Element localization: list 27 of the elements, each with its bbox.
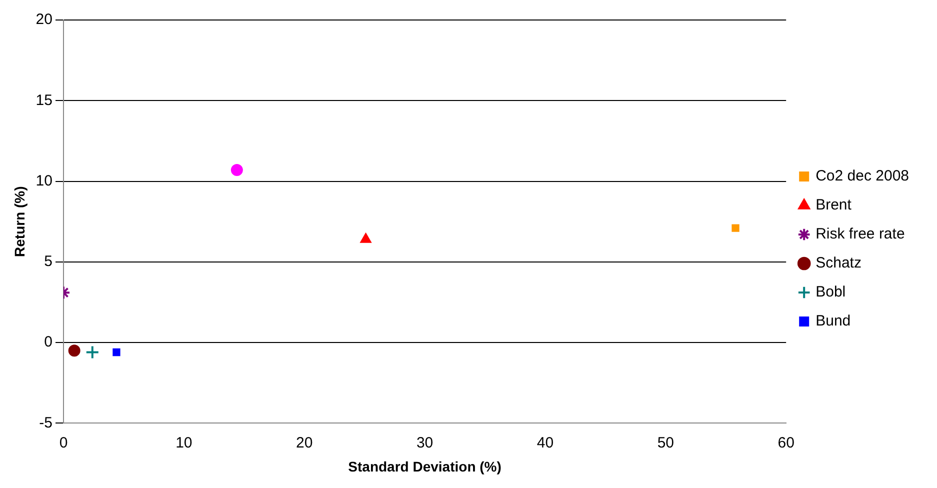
legend-label: Brent — [816, 196, 852, 214]
x-tick-label: 30 — [416, 434, 434, 452]
y-tick-label: 5 — [44, 253, 52, 270]
legend-label: Co2 dec 2008 — [816, 168, 909, 185]
point — [230, 164, 243, 176]
y-axis-title: Return (%) — [11, 186, 28, 257]
x-tick-label: 50 — [657, 434, 674, 452]
x-axis-title: Standard Deviation (%) — [348, 458, 502, 474]
legend-label: Schatz — [816, 254, 862, 272]
point — [68, 344, 80, 357]
y-tick-label: 15 — [36, 92, 52, 109]
legend-label: Risk free rate — [816, 226, 905, 243]
y-tick-label: 20 — [36, 11, 52, 28]
x-tick-label: 40 — [536, 434, 554, 452]
x-tick-label: 60 — [778, 434, 794, 452]
x-tick-label: 0 — [59, 434, 68, 452]
y-tick-label: 10 — [36, 172, 52, 190]
y-tick-label: 0 — [44, 334, 52, 351]
legend-label: Bobl — [816, 284, 846, 301]
x-tick-label: 10 — [176, 434, 192, 452]
y-tick-label: -5 — [39, 414, 52, 432]
point — [85, 345, 100, 360]
legend-label: Bund — [816, 312, 851, 330]
x-tick-label: 20 — [296, 434, 313, 452]
point — [360, 233, 372, 243]
point — [112, 348, 120, 356]
point — [732, 224, 740, 232]
